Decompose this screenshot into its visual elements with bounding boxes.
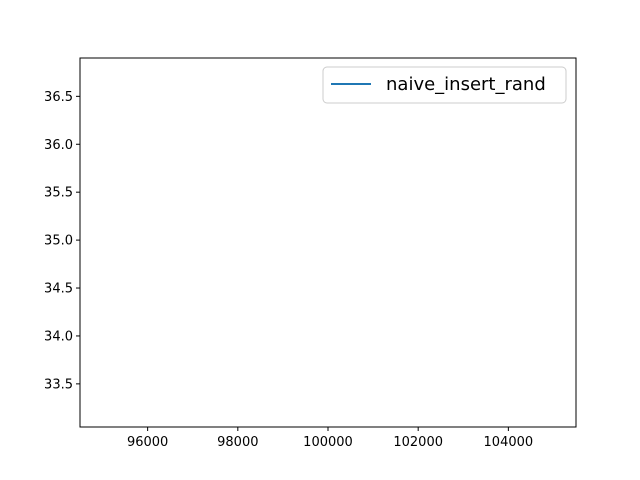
x-tick-label: 98000 [217, 435, 258, 450]
y-tick-label: 35.5 [44, 186, 73, 201]
x-tick-label: 96000 [127, 435, 168, 450]
y-axis: 33.5 34.0 34.5 35.0 35.5 36.0 36.5 [44, 90, 80, 392]
y-tick-label: 36.5 [44, 90, 73, 105]
legend-box [322, 66, 567, 104]
legend-label: naive_insert_rand [386, 74, 546, 95]
plot-frame [79, 57, 577, 428]
x-tick-label: 104000 [484, 435, 534, 450]
y-tick-label: 36.0 [44, 138, 73, 153]
y-tick-label: 35.0 [44, 234, 73, 249]
x-axis: 96000 98000 100000 102000 104000 [127, 427, 533, 450]
x-tick-label: 100000 [303, 435, 353, 450]
y-tick-label: 34.5 [44, 282, 73, 297]
x-tick-label: 102000 [393, 435, 443, 450]
y-tick-label: 33.5 [44, 377, 73, 392]
legend: naive_insert_rand [322, 66, 567, 104]
y-tick-label: 34.0 [44, 329, 73, 344]
